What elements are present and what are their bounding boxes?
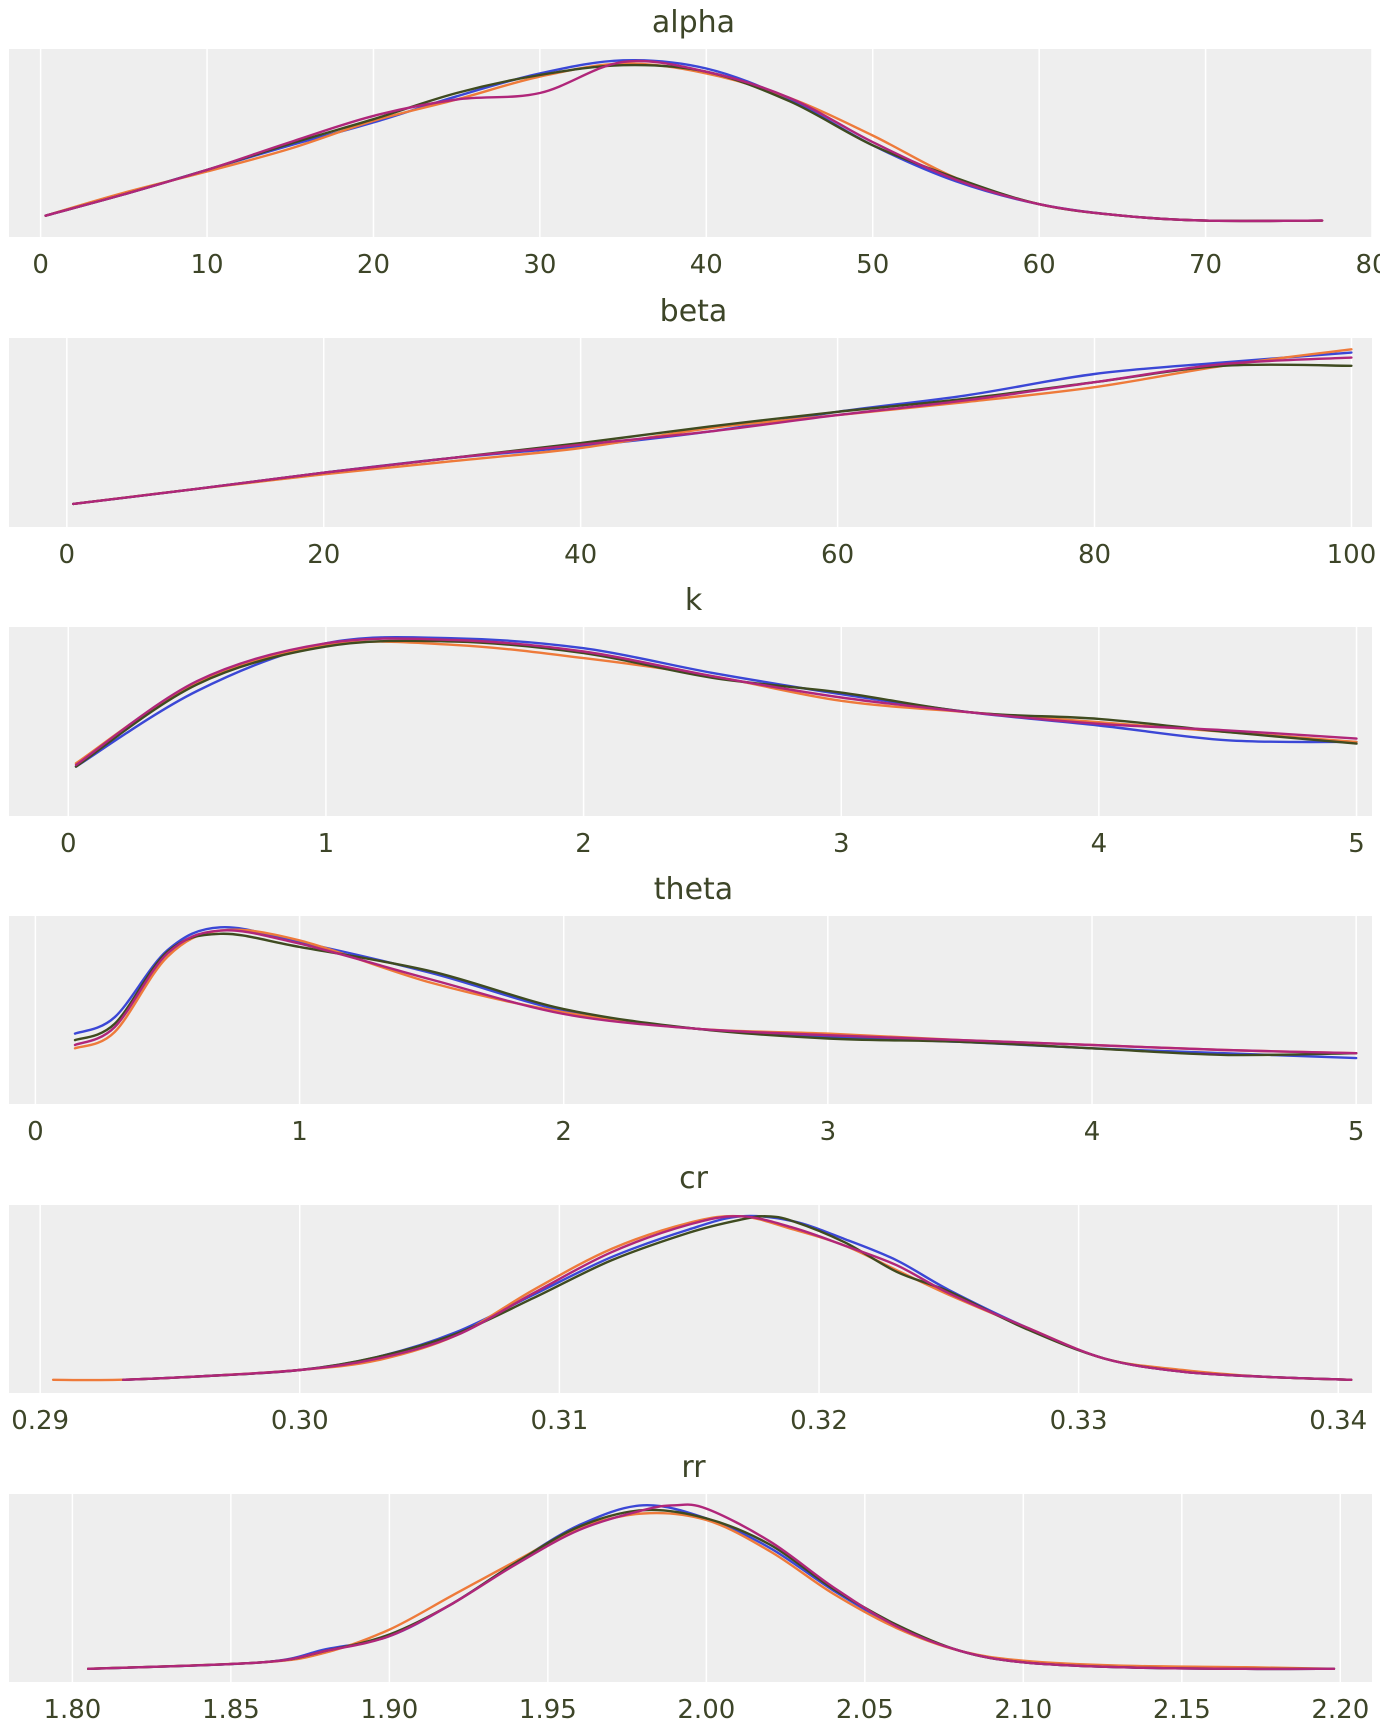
- x-tick-label: 2.15: [1153, 1695, 1211, 1725]
- x-tick-label: 0.34: [1309, 1406, 1367, 1436]
- x-tick-label: 3: [820, 1117, 837, 1147]
- panel-k: 0 1 2 3 4 5 k: [9, 583, 1372, 859]
- x-tick-label: 40: [564, 540, 597, 570]
- kde-line-chain-3: [72, 356, 1353, 506]
- x-tick-label: 0.30: [271, 1406, 329, 1436]
- panel-beta: 0 20 40 60 80 100 beta: [9, 294, 1376, 570]
- panel-title: theta: [654, 872, 733, 907]
- x-tick-label: 40: [690, 250, 723, 280]
- x-tick-label: 0.33: [1050, 1406, 1108, 1436]
- x-tick-label: 1.80: [43, 1695, 101, 1725]
- x-tick-label: 10: [190, 250, 223, 280]
- x-tick-label: 2.05: [836, 1695, 894, 1725]
- x-tick-label: 5: [1348, 1117, 1365, 1147]
- x-tick-label: 0: [27, 1117, 44, 1147]
- kde-line-chain-3: [73, 929, 1358, 1055]
- x-tick-label: 2.00: [677, 1695, 735, 1725]
- kde-line-chain-3: [44, 59, 1324, 223]
- panel-theta: 0 1 2 3 4 5 theta: [9, 872, 1372, 1147]
- x-tick-label: 30: [523, 250, 556, 280]
- x-tick-label: 2: [575, 829, 592, 859]
- x-tick-label: 1: [318, 829, 335, 859]
- x-tick-label: 0.29: [11, 1406, 69, 1436]
- x-tick-label: 1: [291, 1117, 308, 1147]
- x-tick-label: 2: [555, 1117, 572, 1147]
- panel-cr: 0.29 0.30 0.31 0.32 0.33 0.34 cr: [9, 1161, 1372, 1436]
- x-tick-label: 0.32: [790, 1406, 848, 1436]
- x-tick-label: 80: [1078, 540, 1111, 570]
- kde-line-chain-3: [87, 1503, 1336, 1671]
- x-tick-label: 60: [821, 540, 854, 570]
- x-tick-label: 100: [1327, 540, 1377, 570]
- x-tick-label: 80: [1355, 250, 1380, 280]
- kde-line-chain-3: [122, 1215, 1353, 1381]
- panel-rr: 1.80 1.85 1.90 1.95 2.00 2.05 2.10 2.15 2.20 rr: [9, 1450, 1372, 1725]
- panel-title: rr: [681, 1450, 706, 1485]
- x-tick-label: 1.95: [519, 1695, 577, 1725]
- x-tick-label: 2.20: [1311, 1695, 1369, 1725]
- plot-area: [9, 627, 1372, 816]
- x-tick-label: 0: [32, 250, 49, 280]
- x-tick-label: 5: [1348, 829, 1365, 859]
- plot-area: [9, 916, 1372, 1104]
- x-tick-label: 0: [60, 829, 77, 859]
- x-tick-label: 60: [1023, 250, 1056, 280]
- panel-title: alpha: [652, 5, 735, 40]
- x-tick-label: 4: [1091, 829, 1108, 859]
- x-tick-label: 2.10: [994, 1695, 1052, 1725]
- kde-line-chain-3: [74, 637, 1358, 767]
- x-tick-label: 3: [833, 829, 850, 859]
- panel-title: k: [685, 583, 703, 618]
- kde-line-chain-2: [74, 639, 1358, 768]
- x-tick-label: 70: [1189, 250, 1222, 280]
- plot-area: [9, 1205, 1372, 1393]
- x-tick-label: 0: [59, 540, 76, 570]
- x-tick-label: 4: [1084, 1117, 1101, 1147]
- panel-title: cr: [679, 1161, 708, 1196]
- plot-area: [9, 1494, 1372, 1682]
- plot-area: [9, 49, 1372, 237]
- x-tick-label: 1.90: [360, 1695, 418, 1725]
- x-tick-label: 20: [307, 540, 340, 570]
- x-tick-label: 20: [357, 250, 390, 280]
- x-tick-label: 1.85: [202, 1695, 260, 1725]
- panel-alpha: 0 10 20 30 40 50 60 70 80 alpha: [9, 5, 1380, 280]
- x-tick-label: 50: [856, 250, 889, 280]
- panel-title: beta: [660, 294, 728, 329]
- x-tick-label: 0.31: [530, 1406, 588, 1436]
